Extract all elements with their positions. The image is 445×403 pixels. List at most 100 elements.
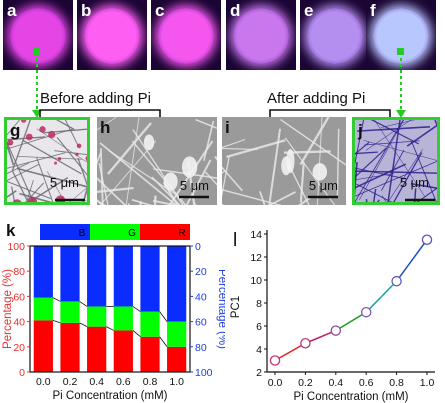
y-tick-right: 100	[195, 367, 213, 379]
micrograph-i: 5 μm i	[222, 117, 346, 205]
y-tick-left: 80	[13, 266, 25, 278]
bar-B-0.2	[60, 246, 80, 302]
data-point	[269, 355, 281, 366]
panel-letter-c: c	[155, 1, 165, 20]
x-axis-label: Pi Concentration (mM)	[293, 391, 408, 403]
legend-item-R: R	[140, 224, 190, 240]
marker-f	[397, 48, 404, 55]
x-tick: 0.4	[328, 377, 343, 389]
fluorescence-photo-a: a	[3, 0, 73, 70]
bar-G-0.8	[140, 311, 160, 337]
sample-disc	[233, 8, 289, 64]
y-axis-label: PC1	[230, 296, 242, 318]
x-tick: 0.6	[359, 377, 374, 389]
panel-letter-e: e	[304, 1, 314, 20]
bar-connectors	[52, 297, 168, 348]
bar-G-0.2	[60, 301, 80, 323]
panel-letter-g: g	[10, 121, 21, 140]
y-tick: 8	[256, 298, 262, 310]
plot-frame	[29, 245, 191, 373]
bar-R-0.2	[60, 322, 80, 372]
data-point	[330, 325, 342, 336]
bracket-after	[269, 109, 391, 118]
x-tick: 0.8	[143, 376, 158, 388]
bar-G-0.6	[113, 306, 133, 331]
bar-B-0.4	[87, 246, 107, 307]
data-point	[360, 306, 372, 318]
bar-B-0.6	[113, 246, 133, 307]
line-segment	[365, 280, 398, 313]
scale-bar-label: 5 μm	[179, 178, 209, 193]
legend-label: G	[128, 228, 136, 239]
y-tick: 10	[250, 275, 262, 287]
fluorescence-photo-c: c	[151, 0, 221, 70]
fluorescence-photo-e: e	[300, 0, 370, 70]
data-point	[391, 275, 402, 287]
x-tick: 0.0	[36, 376, 51, 388]
x-axis-label: Pi Concentration (mM)	[52, 390, 167, 402]
y-tick-right: 0	[195, 241, 201, 253]
line-segment	[335, 311, 367, 332]
scale-bar-label: 5 μm	[49, 175, 79, 190]
panel-letter-i: i	[225, 118, 230, 137]
panel-letter-k: k	[6, 222, 16, 240]
y-tick-right: 60	[195, 317, 207, 329]
arrow-head-j	[396, 110, 406, 118]
panel-letter-d: d	[230, 1, 241, 20]
bar-R-0.4	[87, 326, 107, 372]
panel-letter-j: j	[358, 121, 363, 140]
panel-letter-f: f	[370, 1, 376, 20]
y-tick: 12	[250, 252, 262, 264]
x-tick: 0.2	[298, 377, 313, 389]
bar-B-0.0	[33, 246, 53, 298]
pc1-line	[269, 234, 433, 366]
fluorescence-photo-b: b	[77, 0, 147, 70]
panel-letter-a: a	[7, 1, 17, 20]
chart-l: l 2 4 6 8 10 12 14 0.0 0.2 0.4 0.6 0.8 1.0 Pi Concentr…	[230, 229, 435, 403]
x-tick: 0.8	[389, 377, 404, 389]
bar-R-0.0	[33, 320, 53, 372]
micrograph-g: 5 μm g	[4, 117, 90, 205]
legend-item-G: G	[90, 224, 140, 240]
fluorescence-photo-d: d	[226, 0, 296, 70]
bar-G-1.0	[167, 321, 187, 347]
sample-disc	[84, 8, 140, 64]
y-axis-label-right: Percentage (%)	[216, 269, 225, 349]
before-label: Before adding Pi	[40, 90, 151, 107]
bar-R-0.8	[140, 336, 160, 372]
sample-disc	[307, 8, 363, 64]
y-axis-label-left: Percentage (%)	[2, 269, 14, 349]
bar-G-0.0	[33, 297, 53, 321]
data-point	[300, 338, 311, 349]
y-tick-right: 80	[195, 342, 207, 354]
bracket-before	[39, 109, 161, 118]
marker-a	[33, 48, 40, 55]
panel-letter-h: h	[100, 118, 111, 137]
y-tick-left: 0	[19, 367, 25, 379]
bar-B-0.8	[140, 246, 160, 312]
legend-item-B: B	[40, 224, 90, 240]
scale-bar-label: 5 μm	[308, 178, 338, 193]
data-point	[421, 234, 433, 245]
micrograph-h: 5 μm h	[97, 117, 217, 205]
line-segment	[305, 329, 337, 344]
y-tick-right: 20	[195, 266, 207, 278]
y-tick-left: 60	[13, 291, 25, 303]
panel-letter-b: b	[81, 1, 92, 20]
sample-disc	[158, 8, 214, 64]
legend-label: R	[178, 228, 185, 239]
x-tick: 0.6	[116, 376, 131, 388]
y-tick: 4	[256, 344, 262, 356]
y-tick: 6	[256, 321, 262, 333]
legend-label: B	[79, 228, 86, 239]
x-tick: 1.0	[420, 377, 435, 389]
scale-bar-label: 5 μm	[399, 175, 429, 190]
x-tick: 1.0	[169, 376, 184, 388]
y-tick-left: 100	[7, 241, 25, 253]
x-tick: 0.4	[89, 376, 104, 388]
y-tick: 14	[250, 229, 262, 241]
micrograph-j: 5 μm j	[352, 117, 440, 205]
bars	[33, 246, 187, 372]
